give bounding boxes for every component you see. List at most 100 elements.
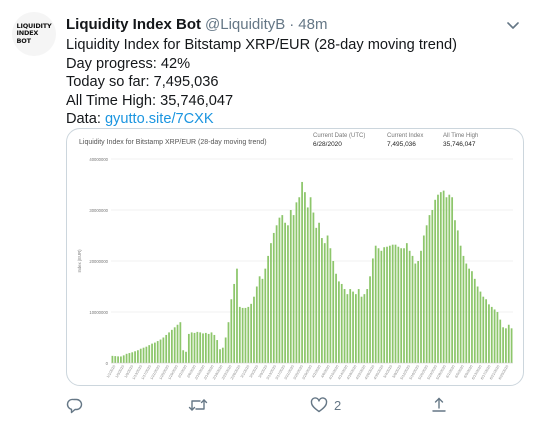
chart-bar [221, 347, 224, 363]
avatar-line: INDEX [16, 29, 39, 38]
chart-bar [383, 247, 386, 363]
chart-bar [482, 296, 485, 363]
current-date-stat: Current Date (UTC) 6/28/2020 [313, 133, 365, 148]
chart-bar [179, 322, 182, 363]
chart-bar [369, 276, 371, 363]
chart-title: Liquidity Index for Bitstamp XRP/EUR (28… [79, 139, 267, 146]
chart-bar [304, 192, 306, 363]
x-tick-label: 1/9/2020 [124, 365, 134, 379]
chart-bar [346, 294, 349, 363]
chart-bar [321, 238, 323, 363]
current-date-value: 6/28/2020 [313, 141, 342, 148]
chart-bar [244, 307, 247, 363]
chart-bar [473, 278, 476, 363]
x-tick-label: 3/17/2020 [275, 365, 286, 381]
x-tick-label: 4/2/2020 [311, 365, 321, 379]
chart-bar [326, 235, 329, 363]
chart-bar [343, 289, 346, 363]
chart-bar [437, 194, 439, 363]
chart-bar [403, 248, 405, 363]
x-tick-label: 1/5/2020 [115, 365, 125, 379]
chart-bar [142, 347, 145, 363]
tweet-line: Liquidity Index for Bitstamp XRP/EUR (28… [66, 37, 457, 53]
chart-bar [278, 217, 281, 363]
chart-bar [261, 278, 264, 363]
chart-bar [422, 235, 425, 363]
chart-bar [292, 215, 295, 363]
chart-bar [335, 273, 337, 363]
data-link[interactable]: gyutto.site/7CXK [104, 111, 214, 128]
all-time-high-label: All Time High [443, 133, 479, 139]
current-index-label: Current Index [387, 133, 424, 139]
chart-bar [388, 245, 391, 363]
share-icon [432, 397, 446, 412]
chart-bar [272, 232, 275, 363]
retweet-icon [188, 399, 208, 411]
chart-bar [151, 343, 153, 363]
chart-card[interactable]: Liquidity Index for Bitstamp XRP/EUR (28… [66, 128, 524, 386]
chart-bar [357, 289, 360, 363]
x-tick-label: 5/28/2020 [435, 365, 446, 381]
like-icon [310, 397, 328, 413]
chart-bar [145, 346, 148, 363]
chart-bar [479, 291, 482, 363]
avatar-line: LIQUIDITY [16, 22, 52, 31]
chart-bar [170, 329, 173, 363]
user-handle[interactable]: @LiquidityB [205, 15, 286, 33]
reply-icon [66, 398, 83, 414]
y-tick-label: 0 [106, 361, 109, 366]
chart-bar [114, 356, 117, 363]
current-date-label: Current Date (UTC) [313, 133, 366, 139]
avatar[interactable]: LIQUIDITY INDEX BOT [12, 12, 56, 56]
chart-bar [202, 333, 204, 363]
chart-bar [338, 281, 340, 363]
chart-bar [377, 248, 380, 363]
y-tick-label: 10000000 [89, 310, 108, 315]
chart-bar [258, 276, 261, 363]
share-button[interactable] [430, 394, 448, 416]
retweet-button[interactable] [188, 394, 208, 416]
x-tick-label: 2/22/2020 [221, 365, 232, 381]
chart-bar [485, 299, 487, 363]
chart-bar [428, 215, 431, 363]
chart-bar [505, 328, 507, 363]
x-tick-label: 1/1/2020 [106, 365, 116, 379]
display-name[interactable]: Liquidity Index Bot [66, 15, 201, 33]
chart-bar [187, 333, 190, 363]
chart-bar [363, 294, 366, 363]
x-tick-label: 2/18/2020 [212, 365, 223, 381]
x-tick-label: 5/8/2020 [392, 365, 402, 379]
more-options-button[interactable] [504, 16, 522, 34]
chart-bar [366, 289, 369, 363]
x-tick-label: 3/25/2020 [292, 365, 303, 381]
chart-bar [233, 283, 236, 363]
chart-bar [137, 350, 139, 363]
chart-bar [165, 334, 168, 363]
chart-bar [227, 322, 230, 363]
chart-bar [275, 225, 278, 363]
y-tick-label: 20000000 [89, 259, 108, 264]
chart-bar [459, 245, 462, 363]
x-tick-label: 2/6/2020 [186, 365, 196, 379]
reply-button[interactable] [66, 394, 84, 416]
x-tick-label: 1/25/2020 [158, 365, 169, 381]
timestamp[interactable]: 48m [298, 15, 328, 33]
chart-bar [318, 222, 320, 363]
chart-bar [287, 225, 289, 363]
chart-bar [306, 207, 309, 363]
x-tick-label: 4/18/2020 [346, 365, 357, 381]
chart-bar [493, 309, 496, 363]
chart-bar [425, 225, 428, 363]
chart-bar [162, 337, 165, 363]
chart-bar [408, 250, 411, 363]
chart-bar [131, 352, 134, 363]
chart-bar [213, 334, 216, 363]
x-tick-label: 3/29/2020 [301, 365, 312, 381]
chart-bar [289, 210, 292, 363]
chart-bar [281, 215, 284, 363]
chart-bar [148, 345, 151, 363]
chart-bar [247, 306, 250, 363]
like-button[interactable]: 2 [310, 394, 341, 416]
chart-bar [255, 286, 258, 363]
